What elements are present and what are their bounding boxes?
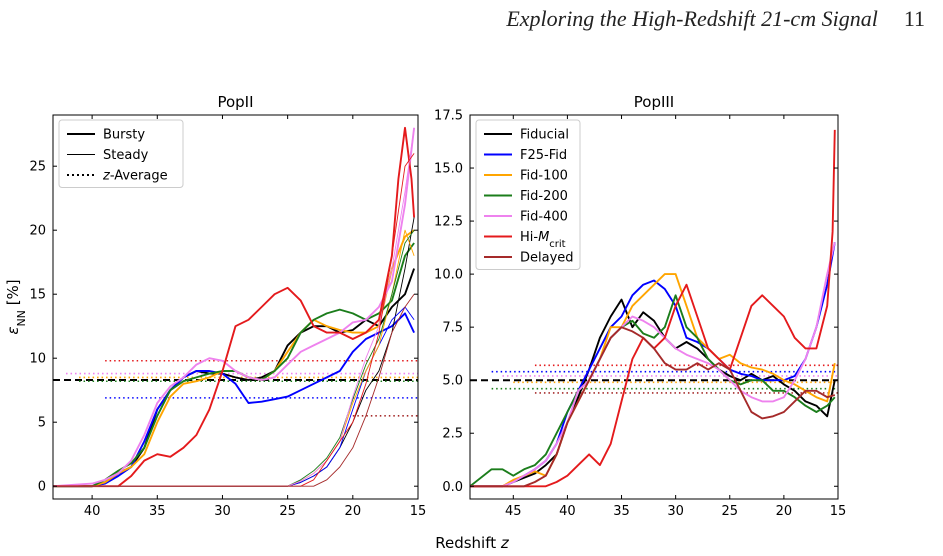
y-tick-label: 10	[29, 352, 46, 367]
series-line-10	[53, 127, 415, 487]
legend-label: z-Average	[102, 169, 168, 184]
y-tick-label: 15	[29, 288, 46, 303]
series-line-12	[53, 293, 415, 487]
y-axis-label-subscript: NN	[15, 310, 28, 326]
legend-label: Bursty	[103, 128, 145, 143]
x-tick-label: 45	[505, 504, 522, 519]
series-line-6	[470, 326, 836, 488]
y-tick-label: 10.0	[434, 268, 463, 283]
panel-title: PopIII	[634, 93, 674, 111]
x-tick-label: 40	[559, 504, 576, 519]
y-tick-label: 5.0	[442, 374, 463, 389]
y-tick-label: 20	[29, 224, 46, 239]
series-line-1	[470, 242, 836, 488]
page-number: 11	[903, 6, 925, 31]
x-tick-label: 25	[721, 504, 738, 519]
series-line-9	[53, 229, 415, 487]
legend-label: Steady	[103, 148, 149, 163]
y-axis-label-unit: [%]	[4, 279, 22, 310]
y-axis-label-symbol: ε	[4, 327, 22, 335]
y-tick-label: 25	[29, 160, 46, 175]
x-axis-label-text: Redshift	[435, 534, 501, 552]
y-tick-label: 17.5	[434, 109, 463, 124]
axes-frame	[52, 114, 419, 500]
axes-frame	[469, 114, 839, 500]
series-line-3	[53, 242, 415, 488]
series-line-8	[53, 229, 415, 487]
x-tick-label: 25	[279, 504, 296, 519]
series-line-4	[53, 127, 416, 488]
panel-1: PopIII 45 40 35 30 25 20 15 0.0 2.5 5.0 7.5 10.0 12.5…	[434, 93, 846, 519]
legend-label: Fid-400	[520, 210, 568, 225]
x-tick-label: 30	[214, 504, 231, 519]
x-tick-label: 20	[776, 504, 793, 519]
legend-label: Delayed	[520, 251, 574, 266]
y-tick-label: 0	[38, 480, 46, 495]
plot-area	[53, 126, 418, 488]
x-axis-label-variable: z	[500, 534, 510, 552]
y-tick-label: 0.0	[442, 480, 463, 495]
panel-title: PopII	[217, 93, 253, 111]
y-tick-label: 15.0	[434, 162, 463, 177]
series-line-7	[53, 306, 415, 487]
legend-label: Fid-100	[520, 169, 568, 184]
x-tick-label: 35	[613, 504, 630, 519]
series-line-5	[470, 129, 836, 488]
legend-box	[475, 119, 581, 270]
x-tick-label: 15	[830, 504, 847, 519]
y-tick-label: 2.5	[442, 427, 463, 442]
series-line-2	[53, 229, 415, 488]
y-tick-label: 7.5	[442, 321, 463, 336]
legend-label: Hi-Mcrit	[520, 230, 566, 250]
y-tick-label: 12.5	[434, 215, 463, 230]
x-tick-label: 40	[84, 504, 101, 519]
series-line-11	[53, 153, 415, 487]
running-title: Exploring the High-Redshift 21-cm Signal	[506, 6, 878, 31]
series-line-5	[53, 126, 416, 488]
series-line-1	[53, 312, 415, 488]
series-line-3	[470, 294, 836, 488]
panel-0: PopII εNN [%] 40 35 30 25 20 15 0 5 10 15 20 25 Bursty…	[4, 93, 426, 519]
x-tick-label: 20	[345, 504, 362, 519]
shared-x-axis-label: Redshift z	[435, 534, 510, 552]
x-tick-label: 35	[149, 504, 166, 519]
legend-label: Fiducial	[520, 128, 569, 143]
legend-label: F25-Fid	[520, 148, 567, 163]
series-line-0	[53, 268, 415, 488]
x-tick-label: 30	[667, 504, 684, 519]
y-tick-label: 5	[38, 416, 46, 431]
series-line-6	[53, 217, 415, 487]
y-axis-label: εNN [%]	[4, 279, 28, 334]
x-tick-label: 15	[410, 504, 427, 519]
plot-area	[470, 129, 838, 488]
series-line-4	[470, 242, 836, 488]
running-header: Exploring the High-Redshift 21-cm Signal…	[506, 6, 925, 32]
legend-label: Fid-200	[520, 189, 568, 204]
legend-box	[58, 119, 184, 188]
